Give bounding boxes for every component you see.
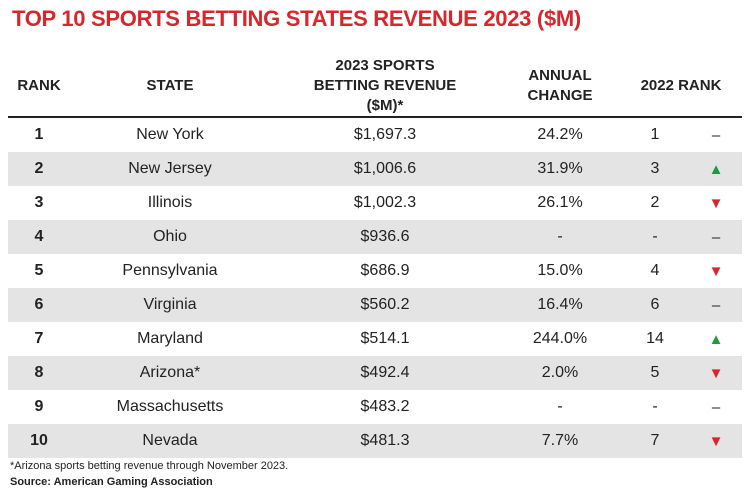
trend-cell: – [690,220,742,254]
state-cell: Illinois [147,194,193,211]
rank-cell: 1 [34,126,44,143]
trend-cell: – [711,126,721,144]
table-row: 3 Illinois $1,002.3 26.1% 2 ▼ [8,186,742,220]
rank-cell: 6 [8,288,70,322]
rank-cell: 7 [34,330,44,347]
state-cell: Maryland [137,330,203,347]
state-cell: Ohio [70,220,270,254]
prev-rank-cell: 1 [650,126,660,143]
header-cell: ANNUAL CHANGE [500,56,620,118]
rank-cell: 5 [34,262,44,279]
rank-cell: 8 [8,356,70,390]
footnote: *Arizona sports betting revenue through … [10,460,289,472]
table-row: 8 Arizona* $492.4 2.0% 5 ▼ [8,356,742,390]
header-cell: RANK [8,56,70,118]
table-row: 7 Maryland $514.1 244.0% 14 ▲ [8,322,742,356]
change-cell: 244.0% [532,330,588,347]
table-row: 2 New Jersey $1,006.6 31.9% 3 ▲ [8,152,742,186]
state-cell: Virginia [70,288,270,322]
revenue-cell: $1,697.3 [353,126,417,143]
rank-cell: 10 [8,424,70,458]
prev-rank-cell: 7 [620,424,690,458]
table-body: 1 New York $1,697.3 24.2% 1–2 New Jersey $1,00… [8,117,742,458]
header-row: RANK STATE 2023 SPORTS BETTING REVENUE (… [8,56,742,118]
change-cell: 16.4% [500,288,620,322]
trend-cell: ▲ [708,330,724,348]
change-cell: - [557,398,563,415]
table-row: 4 Ohio $936.6- - – [8,220,742,254]
state-cell: New Jersey [70,152,270,186]
state-cell: Arizona* [70,356,270,390]
trend-cell: ▲ [690,152,742,186]
revenue-cell: $514.1 [360,330,410,347]
table-row: 6 Virginia $560.2 16.4% 6– [8,288,742,322]
change-cell: 7.7% [500,424,620,458]
change-cell: 15.0% [537,262,583,279]
rank-cell: 2 [8,152,70,186]
trend-cell: ▼ [708,262,724,280]
change-cell: 31.9% [500,152,620,186]
revenue-cell: $492.4 [270,356,500,390]
header-cell: 2022 RANK [620,56,742,118]
revenue-cell: $483.2 [360,398,410,415]
prev-rank-cell: 6 [620,288,690,322]
table: RANK STATE 2023 SPORTS BETTING REVENUE (… [8,56,742,458]
prev-rank-cell: - [620,220,690,254]
rank-cell: 4 [8,220,70,254]
trend-cell: ▼ [690,356,742,390]
prev-rank-cell: 3 [620,152,690,186]
state-cell: New York [136,126,204,143]
revenue-cell: $1,002.3 [353,194,417,211]
prev-rank-cell: 5 [620,356,690,390]
revenue-cell: $686.9 [360,262,410,279]
state-cell: Pennsylvania [122,262,218,279]
trend-cell: – [690,288,742,322]
table-row: 10 Nevada $481.3 7.7% 7 ▼ [8,424,742,458]
prev-rank-cell: 14 [646,330,664,347]
revenue-cell: $560.2 [270,288,500,322]
prev-rank-cell: - [652,398,658,415]
revenue-cell: $481.3 [270,424,500,458]
header-cell: STATE [70,56,270,118]
source: Source: American Gaming Association [10,476,213,488]
rank-cell: 9 [34,398,44,415]
state-cell: Massachusetts [116,398,224,415]
revenue-cell: $1,006.6 [270,152,500,186]
change-cell: 2.0% [500,356,620,390]
rank-cell: 3 [34,194,44,211]
state-cell: Nevada [70,424,270,458]
prev-rank-cell: 2 [650,194,660,211]
change-cell: 24.2% [537,126,583,143]
trend-cell: – [711,398,721,416]
table-row: 5 Pennsylvania $686.9 15.0% 4 ▼ [8,254,742,288]
change-cell: 26.1% [537,194,583,211]
revenue-cell: $936.6 [270,220,500,254]
change-cell: - [500,220,620,254]
trend-cell: ▼ [708,194,724,212]
prev-rank-cell: 4 [650,262,660,279]
table-row: 1 New York $1,697.3 24.2% 1 – [8,117,742,152]
table-row: 9 Massachusetts $483.2 - - – [8,390,742,424]
title: TOP 10 SPORTS BETTING STATES REVENUE 202… [12,6,581,31]
header-cell: 2023 SPORTS BETTING REVENUE ($M)* [270,56,500,118]
trend-cell: ▼ [690,424,742,458]
